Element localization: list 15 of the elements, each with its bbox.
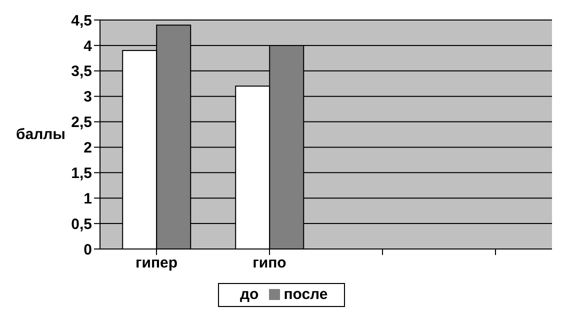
y-tick-label: 0 (84, 241, 92, 258)
y-tick-label: 1 (84, 190, 92, 208)
x-tick-label: гипо (252, 254, 286, 272)
y-tick-label: 2 (84, 140, 92, 157)
y-tick-label: 0,5 (71, 216, 92, 233)
y-tick-label: 3,5 (71, 63, 92, 80)
y-tick-label: 1,5 (71, 164, 92, 182)
x-tick-label: гипер (135, 254, 178, 272)
text: до (240, 286, 259, 303)
y-tick-label: 3 (84, 88, 92, 106)
legend-label: после (284, 286, 328, 303)
y-tick-label: 4 (84, 38, 93, 55)
y-tick-label: 2,5 (71, 114, 92, 132)
y-tick-label: 4,5 (71, 12, 92, 30)
y-axis-title: баллы (16, 126, 66, 143)
